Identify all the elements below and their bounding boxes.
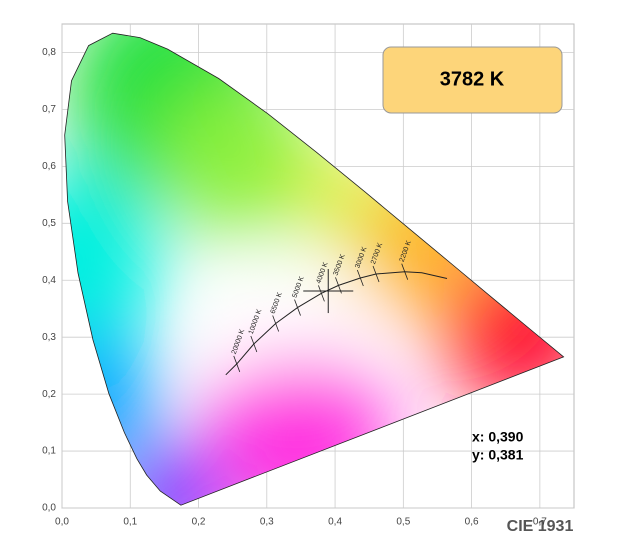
point-y-label: y: 0,381 <box>472 447 524 463</box>
y-tick-label: 0,8 <box>42 47 56 58</box>
isotherm-tick <box>372 265 380 283</box>
planckian-locus <box>225 271 448 376</box>
isotherm-tick <box>294 299 301 316</box>
y-tick-label: 0,1 <box>42 446 56 457</box>
isotherm-tick <box>272 315 280 332</box>
x-tick-label: 0,5 <box>396 517 410 528</box>
cct-box <box>382 46 563 114</box>
isotherm-tick <box>401 263 409 280</box>
x-tick-label: 0,6 <box>465 517 479 528</box>
cct-value: 3782 K <box>440 68 505 90</box>
y-tick-label: 0,0 <box>42 503 56 514</box>
y-tick-label: 0,5 <box>42 218 56 229</box>
spectral-locus <box>64 32 565 506</box>
isotherm-tick <box>233 355 241 373</box>
x-tick-label: 0,3 <box>260 517 274 528</box>
y-tick-label: 0,7 <box>42 104 56 115</box>
x-tick-label: 0,1 <box>123 517 137 528</box>
y-tick-label: 0,2 <box>42 389 56 400</box>
x-tick-label: 0,7 <box>533 517 547 528</box>
isotherm-tick <box>250 335 258 353</box>
x-tick-label: 0,0 <box>55 517 69 528</box>
y-tick-label: 0,3 <box>42 332 56 343</box>
measured-point <box>303 269 354 314</box>
x-tick-label: 0,4 <box>328 517 342 528</box>
isotherm-tick <box>318 285 325 302</box>
y-tick-label: 0,6 <box>42 161 56 172</box>
x-tick-label: 0,2 <box>192 517 206 528</box>
y-tick-label: 0,4 <box>42 275 56 286</box>
point-x-label: x: 0,390 <box>472 429 524 445</box>
chart-title: CIE 1931 <box>507 518 574 535</box>
isotherm-tick <box>356 269 364 287</box>
